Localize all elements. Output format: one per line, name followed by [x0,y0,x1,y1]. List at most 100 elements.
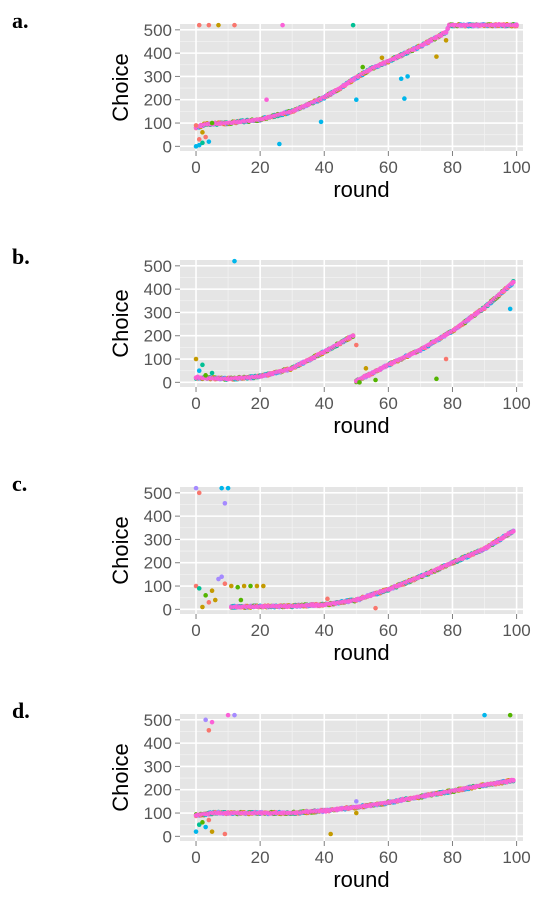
data-point [264,97,269,103]
y-tick-label: 0 [163,827,172,846]
data-point [238,597,244,603]
plot-background [180,24,523,151]
chart-c: 0 20 40 60 80 100 0 100 200 300 400 500 round Choice [108,484,531,665]
data-point [350,22,356,28]
y-tick-label: 300 [144,67,172,86]
data-point [398,76,404,82]
panel-label: b. [12,244,30,269]
data-point [219,485,224,491]
y-axis-title: Choice [108,289,133,357]
data-point [354,799,359,804]
data-point [196,368,202,373]
x-axis-title: round [333,413,389,438]
y-axis-title: Choice [108,516,133,584]
data-point [235,584,241,590]
data-point [196,22,202,28]
x-tick-label: 100 [502,158,530,177]
y-tick-label: 0 [163,600,172,619]
data-point [373,377,378,383]
y-tick-label: 200 [144,91,172,110]
chart-b: 0 20 40 60 80 100 0 100 200 300 400 500 round Choice [108,257,531,438]
data-point [482,712,487,718]
y-tick-label: 400 [144,280,172,299]
y-tick-label: 100 [144,350,172,369]
data-point [196,586,202,591]
data-point [232,258,237,264]
x-tick-label: 0 [191,394,200,413]
data-point [443,38,449,43]
data-point [261,583,266,589]
data-point [206,139,212,144]
y-tick-label: 200 [144,554,172,573]
chart-d: 0 20 40 60 80 100 0 100 200 300 400 500 round Choice [108,711,531,892]
y-tick-label: 500 [144,711,172,730]
x-tick-label: 40 [315,848,334,867]
data-point [318,119,324,125]
x-tick-label: 80 [443,394,462,413]
data-point [216,576,221,582]
data-point [225,485,231,491]
data-point [360,64,366,70]
data-point [196,142,202,148]
data-point [222,501,228,506]
plot-background [180,260,523,387]
data-point [363,366,369,371]
data-point [206,817,212,823]
data-point [222,831,228,837]
data-point [209,829,215,834]
data-point [350,333,356,339]
panel-label: c. [12,471,28,496]
panel-label: a. [12,8,29,33]
data-point [254,583,260,589]
data-point [193,356,199,362]
x-tick-label: 20 [251,158,270,177]
data-point [373,605,378,611]
y-tick-label: 400 [144,507,172,526]
data-point [354,810,359,816]
data-point [277,141,282,147]
data-point [280,22,285,28]
x-tick-label: 80 [443,848,462,867]
x-axis-title: round [333,177,389,202]
data-point [443,356,449,362]
data-point [511,528,516,534]
data-point [219,574,224,580]
panel-label: d. [12,698,30,723]
panel-b: b. 0 20 40 60 80 100 0 100 200 300 400 500 round Choi… [0,236,534,464]
data-point [354,342,359,348]
x-tick-label: 60 [379,848,398,867]
data-point [203,593,208,598]
data-point [241,583,247,589]
y-tick-label: 400 [144,44,172,63]
y-tick-label: 100 [144,577,172,596]
data-point [434,54,439,59]
y-tick-label: 500 [144,21,172,40]
x-tick-label: 100 [502,394,530,413]
data-point [196,137,202,142]
y-tick-label: 200 [144,781,172,800]
data-point [514,22,519,28]
x-tick-label: 20 [251,394,270,413]
y-tick-label: 300 [144,530,172,549]
y-axis-title: Choice [108,53,133,121]
data-point [209,120,215,126]
x-tick-label: 100 [502,848,530,867]
data-point [200,130,205,135]
x-tick-label: 40 [315,158,334,177]
data-point [203,824,208,830]
data-point [507,712,513,718]
data-point [507,306,513,312]
data-point [200,140,205,146]
data-point [193,485,199,491]
panel-d: d. 0 20 40 60 80 100 0 100 200 300 400 500 round Choi… [0,690,534,918]
data-point [511,778,516,783]
chart-a: 0 20 40 60 80 100 0 100 200 300 400 500 round Choice [108,21,531,202]
y-tick-label: 100 [144,804,172,823]
x-tick-label: 60 [379,158,398,177]
data-point [228,583,234,589]
data-point [248,583,253,589]
data-point [193,829,199,834]
y-tick-label: 300 [144,757,172,776]
y-tick-label: 500 [144,257,172,276]
data-point [379,55,385,61]
